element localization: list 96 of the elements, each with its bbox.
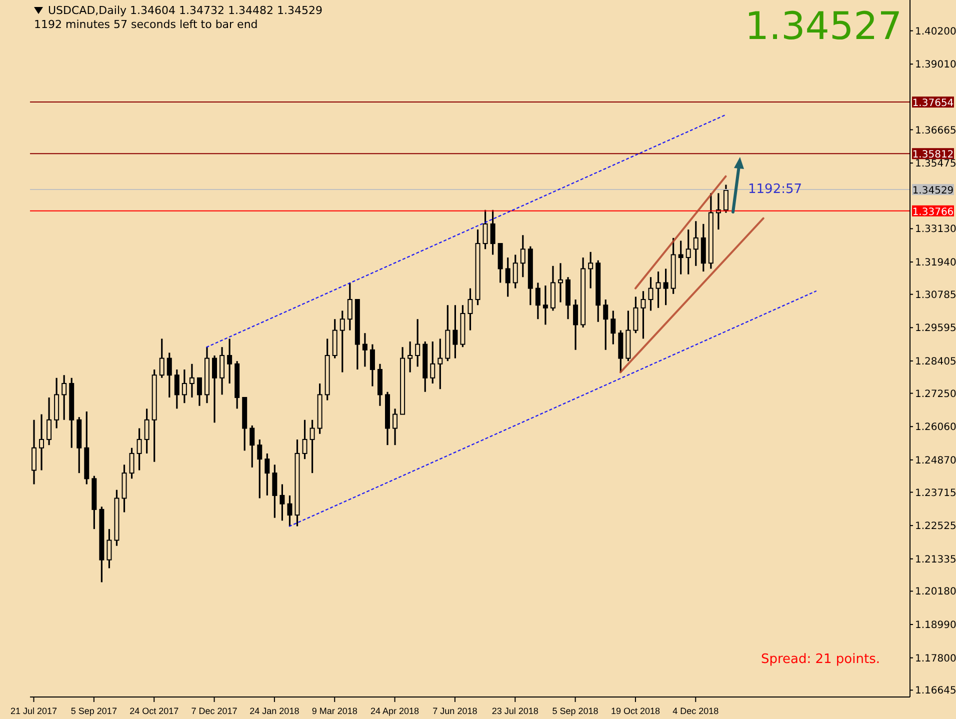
y-tick-label: 1.16645	[915, 686, 956, 697]
candlestick	[106, 528, 112, 570]
candlestick	[174, 368, 180, 410]
y-tick-label: 1.27250	[915, 388, 956, 400]
candlestick	[166, 352, 172, 398]
candlestick	[520, 234, 526, 278]
x-tick-label: 24 Oct 2017	[130, 706, 179, 716]
x-tick-label: 5 Sep 2017	[70, 706, 117, 716]
candlestick	[189, 363, 194, 398]
candlestick	[347, 282, 352, 332]
candlestick	[182, 368, 187, 404]
y-tick-label: 1.29595	[915, 323, 956, 334]
candlestick	[362, 332, 368, 368]
x-tick-label: 5 Sep 2018	[552, 706, 598, 716]
candlestick	[482, 209, 488, 250]
x-tick-label: 23 Jul 2018	[492, 706, 538, 716]
y-tick-label: 1.18990	[915, 620, 956, 632]
candlestick	[129, 447, 134, 480]
chart-title: USDCAD,Daily 1.34604 1.34732 1.34482 1.34529	[48, 4, 322, 17]
annotation: 1192:57	[748, 182, 802, 197]
candlestick	[340, 310, 345, 374]
x-tick-label: 7 Dec 2017	[191, 706, 238, 716]
candlestick	[227, 338, 232, 384]
candlestick	[633, 296, 638, 334]
annotation: Spread: 21 points.	[760, 652, 880, 667]
candlestick	[136, 427, 142, 472]
candlestick	[438, 338, 443, 390]
candlestick	[415, 318, 420, 368]
candlestick	[287, 494, 292, 528]
candlestick	[46, 396, 52, 446]
ref-line-label: 1.37654	[912, 98, 954, 110]
annotation: 1.34527	[744, 4, 902, 48]
x-tick-label: 7 Jun 2018	[432, 706, 478, 716]
candlestick	[663, 268, 668, 306]
candlestick	[490, 209, 496, 256]
candlestick	[32, 419, 36, 486]
candlestick	[573, 298, 578, 351]
x-tick-label: 24 Apr 2018	[370, 706, 420, 716]
candlestick	[535, 282, 540, 320]
y-tick-label: 1.23715	[915, 488, 956, 499]
candlestick	[272, 464, 278, 519]
candlestick	[588, 251, 594, 290]
candlestick	[39, 413, 44, 472]
candlestick	[310, 419, 315, 474]
y-tick-label: 1.39010	[915, 60, 956, 71]
x-tick-label: 9 Mar 2018	[312, 706, 358, 716]
candlestick	[603, 298, 608, 351]
candlestick	[512, 254, 518, 290]
candlestick	[542, 284, 548, 326]
candlestick	[257, 438, 262, 500]
candlestick	[144, 408, 150, 454]
candlestick	[220, 346, 225, 396]
text: 1192 minutes 57 seconds left to bar end	[34, 18, 259, 32]
y-tick-label: 1.40200	[915, 26, 956, 38]
candlestick	[159, 338, 164, 379]
y-tick-label: 1.24870	[915, 455, 956, 466]
candlestick	[452, 304, 458, 360]
candlestick	[686, 228, 691, 276]
ref-line-label: 1.34529	[912, 186, 954, 197]
candlestick	[62, 374, 67, 421]
candlestick	[723, 184, 728, 214]
y-tick-label: 1.20180	[915, 586, 956, 598]
candlestick	[640, 290, 646, 340]
y-tick-label: 1.21335	[915, 554, 956, 566]
candlestick	[370, 344, 375, 388]
candlestick	[302, 419, 308, 460]
x-tick-label: 21 Jul 2017	[10, 706, 58, 716]
candlestick	[212, 354, 218, 424]
candlestick	[250, 424, 255, 468]
candlestick	[505, 256, 510, 298]
y-tick-label: 1.28405	[915, 356, 956, 368]
x-tick-label: 4 Dec 2018	[672, 706, 719, 716]
candlestick	[656, 270, 661, 309]
y-tick-label: 1.31940	[915, 258, 956, 269]
candlestick	[196, 377, 202, 407]
y-tick-label: 1.35475	[915, 158, 956, 170]
candlestick	[648, 276, 654, 312]
candlestick	[693, 220, 698, 267]
candlestick	[430, 340, 436, 384]
y-tick-label: 1.26060	[915, 422, 956, 434]
y-tick-label: 1.30785	[915, 290, 956, 301]
candlestick	[678, 240, 684, 276]
x-tick-label: 19 Oct 2018	[610, 706, 660, 716]
candlestick	[558, 262, 563, 304]
candlestick	[408, 340, 413, 374]
ref-line-label: 1.33766	[912, 206, 954, 218]
y-tick-label: 1.33130	[915, 224, 956, 236]
y-tick-label: 1.22525	[915, 521, 956, 532]
candlestick	[468, 288, 473, 332]
candlestick	[610, 310, 616, 346]
candlestick	[392, 408, 398, 446]
candlestick	[280, 483, 285, 522]
y-tick-label: 1.17800	[915, 653, 956, 664]
y-tick-label: 1.36665	[915, 125, 956, 136]
x-tick-label: 24 Jan 2018	[250, 706, 300, 716]
candlestick	[264, 452, 270, 496]
